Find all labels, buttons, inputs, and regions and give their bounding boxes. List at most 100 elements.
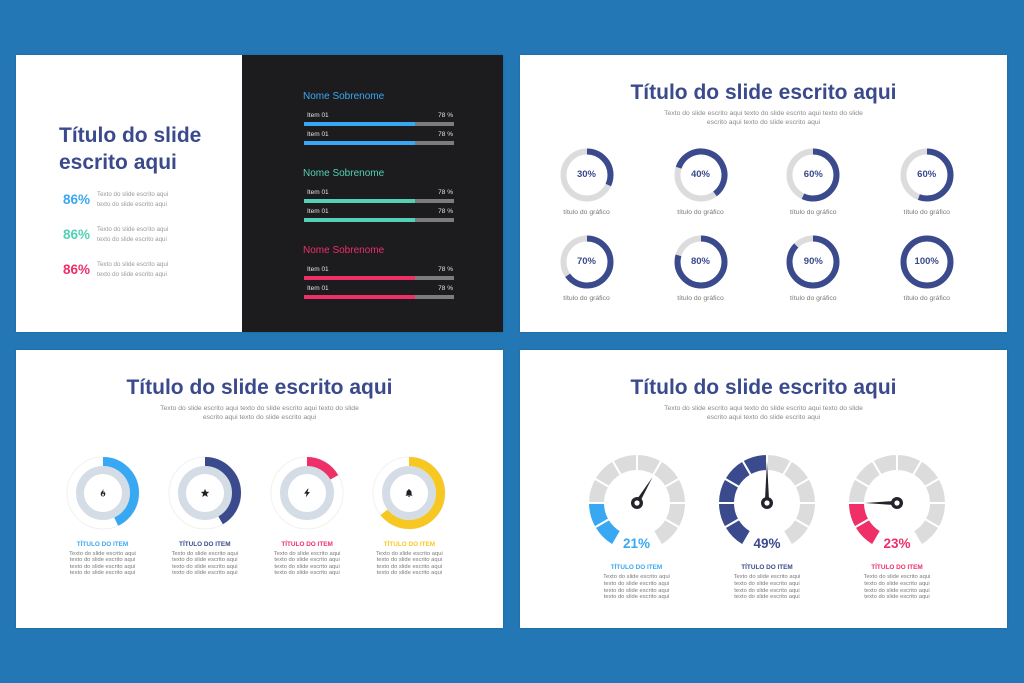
ring-percent: 60% xyxy=(803,169,823,180)
ring-progress-arc xyxy=(271,457,344,529)
progress-ring-graphic xyxy=(560,148,613,202)
gauge-needle xyxy=(634,477,652,505)
ring-inner-track xyxy=(280,466,335,520)
item-label: Item 01 xyxy=(307,285,329,292)
slide-1-title: Título do slide escrito aqui xyxy=(59,122,201,176)
item-label: Item 01 xyxy=(307,266,329,273)
item-description-line: texto do slide escrito aqui xyxy=(734,594,800,601)
slide-3-thumbnail[interactable]: Título do slide escrito aqui Texto do sl… xyxy=(16,350,503,628)
progress-ring-graphic xyxy=(786,148,840,202)
item-value: 78 % xyxy=(438,266,453,273)
item-description-line: Texto do slide escrito aqui xyxy=(376,550,443,557)
item-description-line: texto do slide escrito aqui xyxy=(376,557,443,564)
progress-ring: 80% xyxy=(671,232,731,292)
progress-ring-graphic xyxy=(786,235,840,289)
gauge-chart xyxy=(586,452,687,547)
ring-caption: título do gráfico xyxy=(563,295,610,302)
slide-1-thumbnail[interactable]: Título do slide escrito aqui 86% Texto d… xyxy=(16,55,503,332)
slide-3-title: Título do slide escrito aqui xyxy=(126,376,393,399)
progress-ring-graphic xyxy=(560,235,613,289)
item-title: TÍTULO DO ITEM xyxy=(741,563,793,571)
icon-progress-ring xyxy=(165,453,245,533)
ring-caption: título do gráfico xyxy=(790,295,837,302)
gauge-percent: 21% xyxy=(622,536,651,551)
progress-ring-graphic xyxy=(900,148,954,202)
progress-bar-fill xyxy=(304,199,415,203)
progress-ring: 40% xyxy=(671,145,731,205)
ring-progress-arc xyxy=(373,457,446,529)
icon-progress-ring-graphic xyxy=(66,456,139,530)
slide-2-thumbnail[interactable]: Título do slide escrito aqui Texto do sl… xyxy=(520,55,1007,332)
item-description-line: texto do slide escrito aqui xyxy=(376,570,443,577)
person-name: Nome Sobrenome xyxy=(303,245,385,256)
progress-ring-graphic xyxy=(900,235,954,289)
progress-bar-track xyxy=(304,122,454,126)
item-description-line: texto do slide escrito aqui xyxy=(274,570,340,577)
gauge-segment-empty xyxy=(911,517,941,547)
person-name: Nome Sobrenome xyxy=(303,168,385,179)
progress-bar-fill xyxy=(304,295,415,299)
item-description-line: texto do slide escrito aqui xyxy=(603,580,670,587)
stat-description: Texto do slide escrito aqui texto do sli… xyxy=(97,260,168,280)
stat-description-line: Texto do slide escrito aqui xyxy=(97,261,169,268)
item-description-line: texto do slide escrito aqui xyxy=(172,557,238,564)
stat-description-line: texto do slide escrito aqui xyxy=(97,236,167,243)
ring-percent: 40% xyxy=(690,169,710,180)
gauge-segment-empty xyxy=(651,517,681,547)
ring-inner-track xyxy=(177,466,232,520)
ring-progress-arc xyxy=(786,235,840,289)
ring-progress-arc xyxy=(66,457,139,529)
progress-bar-track xyxy=(304,276,454,280)
ring-percent: 70% xyxy=(576,256,596,267)
item-description: Texto do slide escrito aqui texto do sli… xyxy=(717,574,817,601)
item-description-line: texto do slide escrito aqui xyxy=(274,563,340,570)
progress-bar-fill xyxy=(304,276,415,280)
item-description-line: texto do slide escrito aqui xyxy=(603,594,670,601)
stat-row: 86% Texto do slide escrito aqui texto do… xyxy=(63,190,233,210)
ring-caption: título do gráfico xyxy=(677,209,724,216)
item-title: TÍTULO DO ITEM xyxy=(179,540,231,548)
icon-progress-ring xyxy=(369,453,449,533)
ring-progress-arc xyxy=(560,235,613,289)
subtitle-line: escrito aqui texto do slide escrito aqui xyxy=(706,118,821,126)
subtitle-line: Texto do slide escrito aqui texto do sli… xyxy=(664,405,863,412)
progress-ring: 60% xyxy=(897,145,957,205)
gauge-percent: 23% xyxy=(883,536,911,551)
progress-ring-graphic xyxy=(674,148,727,202)
ring-percent: 90% xyxy=(803,256,823,267)
ring-progress-arc xyxy=(900,235,954,289)
icon-progress-ring-graphic xyxy=(270,456,344,530)
ring-percent: 100% xyxy=(914,256,939,267)
item-description-line: Texto do slide escrito aqui xyxy=(733,574,801,580)
slide-4-subtitle: Texto do slide escrito aqui texto do sli… xyxy=(520,405,1007,422)
item-label: Item 01 xyxy=(307,112,329,119)
dark-progress-panel: Nome Sobrenome Item 01 78 % Item 01 78 %… xyxy=(242,55,503,332)
slide-2-title: Título do slide escrito aqui xyxy=(630,81,897,104)
item-description-line: texto do slide escrito aqui xyxy=(69,563,136,570)
item-description: Texto do slide escrito aqui texto do sli… xyxy=(257,551,357,577)
slide-2-subtitle: Texto do slide escrito aqui texto do sli… xyxy=(520,110,1007,127)
item-value: 78 % xyxy=(438,112,453,119)
gauge-needle xyxy=(764,461,770,503)
item-value: 78 % xyxy=(438,131,453,138)
progress-ring: 70% xyxy=(557,232,617,292)
item-description-line: texto do slide escrito aqui xyxy=(69,570,136,577)
stat-description-line: texto do slide escrito aqui xyxy=(97,271,167,278)
gauge-segments xyxy=(586,452,687,547)
gauge-percent: 49% xyxy=(753,536,781,551)
progress-ring: 100% xyxy=(897,232,957,292)
gauge-segment-empty xyxy=(781,517,811,547)
slide-4-thumbnail[interactable]: Título do slide escrito aqui Texto do sl… xyxy=(520,350,1007,628)
ring-percent: 60% xyxy=(917,169,937,180)
gauge-hub-center xyxy=(894,500,900,506)
progress-bar-track xyxy=(304,295,454,299)
item-description-line: texto do slide escrito aqui xyxy=(603,587,670,594)
item-description-line: texto do slide escrito aqui xyxy=(734,580,800,587)
ring-percent: 80% xyxy=(690,256,710,267)
subtitle-line: Texto do slide escrito aqui texto do sli… xyxy=(160,405,359,412)
gauge-segments xyxy=(716,452,818,547)
ring-progress-arc xyxy=(560,148,613,202)
stat-description-line: texto do slide escrito aqui xyxy=(97,201,167,208)
item-value: 78 % xyxy=(438,208,453,215)
progress-ring-graphic xyxy=(674,235,727,289)
